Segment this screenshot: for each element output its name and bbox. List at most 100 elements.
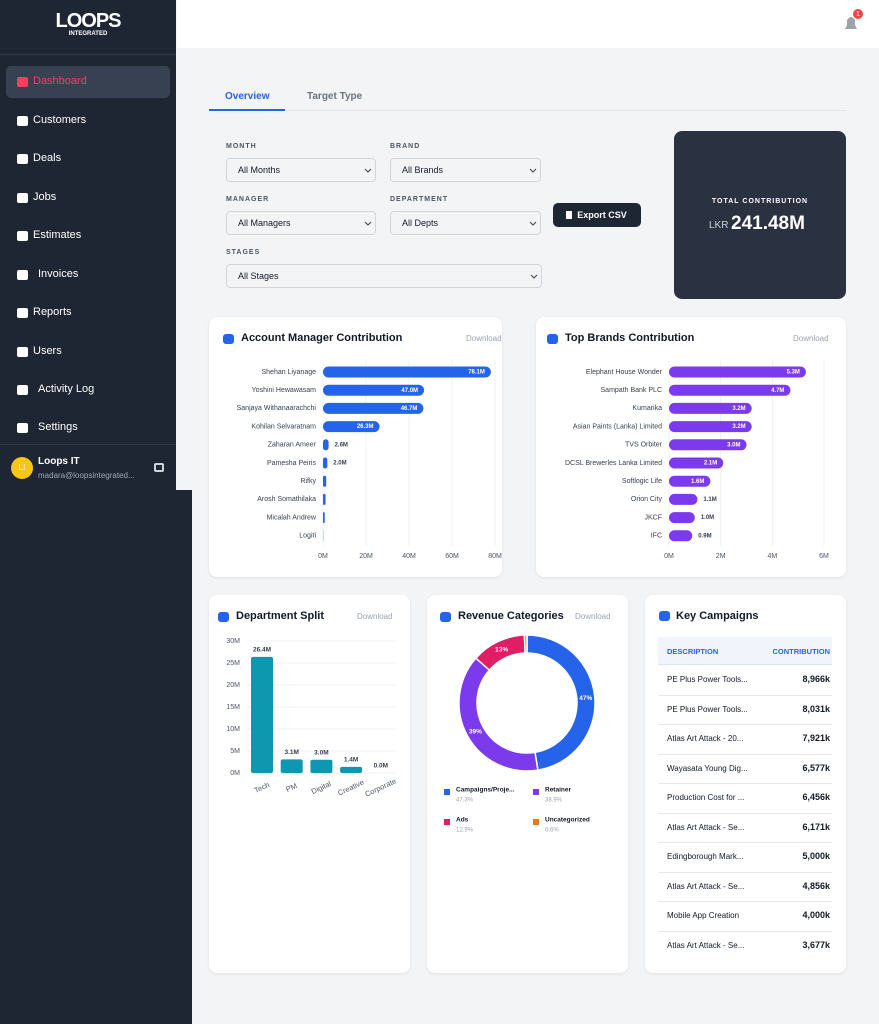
total-card (674, 131, 846, 299)
total-label: TOTAL CONTRIBUTION (711, 198, 809, 205)
column-header: DESCRIPTION (667, 647, 719, 656)
tab[interactable]: Overview (225, 91, 270, 102)
menu-icon (17, 385, 28, 395)
logout-icon[interactable] (154, 463, 164, 472)
menu-item[interactable]: Settings (38, 421, 78, 433)
logo-title: LOOPS (55, 10, 121, 32)
row-line (658, 871, 832, 873)
card-title: Revenue Categories (458, 610, 564, 622)
cell: Atlas Art Attack - 20... (667, 734, 744, 743)
row-line (658, 753, 832, 755)
card (209, 317, 502, 577)
filter-label: STAGES (226, 249, 261, 256)
cell: 6,171k (802, 821, 830, 832)
tab-underline (209, 109, 285, 111)
total-currency: LKR (709, 220, 729, 231)
divider (0, 444, 176, 445)
filter-select[interactable]: All Brands (390, 158, 541, 182)
card (209, 595, 410, 973)
user-name: Loops IT (38, 456, 80, 467)
download[interactable]: Download (466, 334, 502, 343)
cell: Atlas Art Attack - Se... (667, 822, 745, 832)
menu-icon (17, 347, 28, 357)
download[interactable]: Download (793, 334, 829, 343)
export-icon (566, 211, 572, 219)
top-header (177, 0, 879, 48)
sidebar-lower (0, 490, 192, 1024)
card-title: Key Campaigns (676, 610, 759, 622)
filter-select[interactable]: All Months (226, 158, 376, 182)
cell: 5,000k (802, 851, 830, 861)
cell: PE Plus Power Tools... (667, 675, 748, 684)
card-title: Account Manager Contribution (241, 332, 403, 344)
logo-sub: INTEGRATED (68, 31, 108, 37)
cell: PE Plus Power Tools... (667, 704, 748, 714)
menu-icon (17, 193, 28, 203)
cell: Mobile App Creation (667, 911, 740, 920)
row-line (658, 930, 832, 932)
filter-select[interactable]: All Managers (226, 211, 376, 235)
cell: 4,856k (802, 880, 830, 891)
tab-line (209, 110, 846, 111)
row-line (658, 783, 832, 784)
menu-item[interactable]: Customers (33, 114, 87, 126)
download[interactable]: Download (575, 612, 611, 621)
column-header: CONTRIBUTION (772, 647, 831, 656)
menu-icon (17, 77, 28, 87)
title-icon (223, 334, 234, 344)
menu-item[interactable]: Dashboard (33, 75, 87, 87)
title-icon (547, 334, 558, 344)
divider (0, 54, 176, 55)
cell: 8,966k (802, 674, 830, 684)
menu-item[interactable]: Estimates (33, 229, 82, 241)
menu-active-bg (6, 66, 170, 98)
menu-icon (17, 423, 28, 433)
total-value: 241.48M (731, 213, 805, 234)
menu-item[interactable]: Users (33, 345, 62, 357)
menu-item[interactable]: Deals (33, 152, 62, 164)
card-title: Top Brands Contribution (565, 332, 695, 344)
filter-label: MONTH (226, 143, 257, 150)
cell: 6,577k (802, 762, 830, 773)
avatar: LI (11, 457, 33, 479)
menu-item[interactable]: Jobs (33, 191, 57, 203)
cell: Wayasata Young Dig... (667, 763, 748, 773)
menu-icon (17, 308, 28, 318)
filter-select[interactable]: All Stages (226, 264, 542, 288)
menu-item[interactable]: Invoices (38, 268, 79, 280)
menu-item[interactable]: Reports (33, 306, 72, 318)
row-line (658, 724, 832, 725)
card (536, 317, 846, 577)
filter-select[interactable]: All Depts (390, 211, 541, 235)
tab[interactable]: Target Type (307, 91, 363, 102)
cell: 3,677k (802, 939, 830, 950)
title-icon (440, 612, 451, 622)
filter-label: DEPARTMENT (390, 196, 449, 203)
menu-item[interactable]: Activity Log (38, 383, 95, 395)
cell: Edingborough Mark... (667, 852, 744, 861)
cell: Production Cost for ... (667, 793, 745, 802)
menu-icon (17, 231, 28, 241)
cell: 8,031k (802, 703, 830, 714)
row-line (658, 812, 832, 814)
download[interactable]: Download (357, 612, 393, 621)
menu-icon (17, 154, 28, 164)
filter-label: MANAGER (226, 196, 270, 203)
cell: 6,456k (802, 792, 830, 802)
cell: Atlas Art Attack - Se... (667, 881, 745, 891)
menu-icon (17, 116, 28, 126)
cell: 7,921k (802, 733, 830, 743)
row-line (658, 901, 832, 902)
table-header-bg (658, 637, 832, 665)
title-icon (659, 611, 670, 621)
filter-label: BRAND (390, 143, 421, 150)
menu-icon (17, 270, 28, 280)
row-line (658, 694, 832, 696)
title-icon (218, 612, 229, 622)
user-email: madara@loopsintegrated... (38, 471, 135, 480)
cell: 4,000k (802, 910, 830, 920)
card (427, 595, 628, 973)
card-title: Department Split (236, 610, 325, 622)
cell: Atlas Art Attack - Se... (667, 940, 745, 950)
